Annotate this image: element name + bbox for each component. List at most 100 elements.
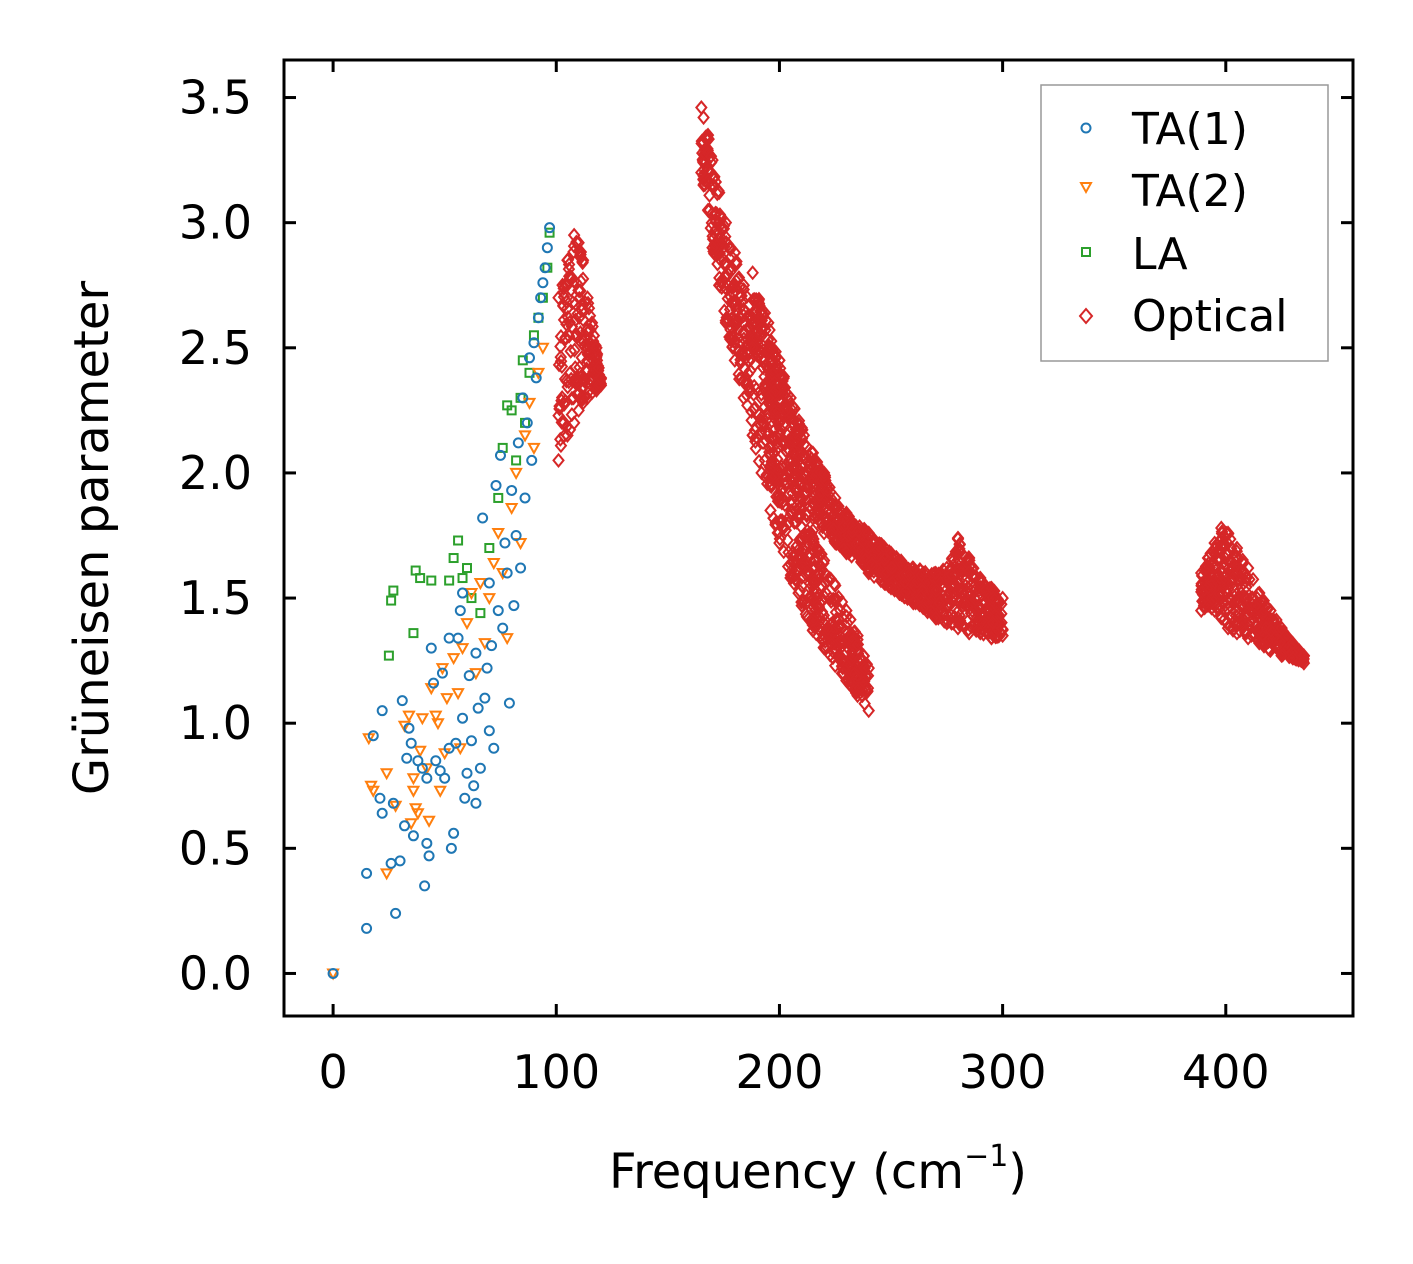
point-optical: [585, 315, 599, 331]
point-la: [462, 563, 473, 574]
point-ta1: [539, 262, 551, 274]
point-optical: [1219, 567, 1233, 583]
point-optical: [764, 333, 778, 349]
point-optical: [769, 382, 783, 398]
point-optical: [817, 552, 831, 569]
point-optical: [784, 465, 797, 481]
point-ta2: [379, 768, 394, 781]
point-optical: [907, 595, 920, 611]
point-optical: [574, 331, 588, 347]
point-optical: [721, 278, 735, 294]
point-optical: [1218, 538, 1231, 554]
point-ta1: [416, 762, 428, 774]
point-optical: [594, 377, 608, 393]
point-optical: [759, 424, 773, 440]
point-optical: [948, 576, 962, 593]
point-optical: [764, 502, 777, 519]
point-optical: [1194, 565, 1208, 581]
point-optical: [934, 566, 947, 582]
point-optical: [553, 398, 566, 414]
point-optical: [787, 444, 801, 460]
point-optical: [719, 313, 733, 329]
point-optical: [983, 601, 997, 617]
point-optical: [564, 364, 577, 381]
x-axis-label: Frequency (cm−1): [609, 1139, 1027, 1200]
legend-marker-optical: [1078, 307, 1094, 325]
point-optical: [750, 381, 763, 397]
point-optical: [810, 598, 824, 614]
point-optical: [784, 493, 797, 509]
point-optical: [1213, 586, 1226, 602]
point-optical: [778, 380, 792, 396]
point-optical: [740, 289, 754, 305]
point-optical: [849, 670, 863, 686]
point-ta2: [431, 718, 445, 731]
point-ta1: [486, 640, 498, 652]
point-optical: [773, 493, 786, 509]
point-optical: [570, 372, 584, 388]
point-optical: [940, 615, 954, 631]
point-optical: [899, 584, 912, 600]
point-ta1: [535, 292, 547, 304]
point-la: [388, 585, 399, 596]
point-optical: [554, 349, 568, 365]
point-optical: [728, 352, 742, 368]
point-optical: [759, 358, 773, 374]
point-optical: [730, 256, 743, 272]
point-ta1: [544, 222, 556, 234]
point-ta2: [388, 800, 403, 813]
point-ta1: [512, 437, 524, 449]
point-optical: [1297, 655, 1311, 671]
point-ta1: [327, 967, 339, 979]
point-la: [466, 593, 477, 604]
point-optical: [850, 667, 864, 683]
point-optical: [567, 390, 580, 406]
point-optical: [1208, 541, 1221, 557]
y-tick-label: 2.0: [179, 446, 252, 500]
point-optical: [795, 490, 809, 506]
point-la: [493, 492, 504, 503]
point-optical: [923, 597, 937, 613]
point-optical: [929, 565, 942, 581]
point-optical: [961, 613, 974, 629]
point-ta2: [527, 442, 541, 455]
point-optical: [583, 308, 597, 324]
point-optical: [561, 309, 575, 325]
legend: TA(1) TA(2) LA Optical: [1040, 84, 1329, 362]
point-optical: [587, 328, 601, 344]
point-la: [415, 573, 426, 584]
point-optical: [594, 370, 608, 386]
point-optical: [961, 584, 974, 600]
y-tick-label: 1.5: [179, 571, 252, 625]
point-ta2: [473, 578, 488, 591]
point-optical: [914, 589, 928, 605]
y-tick-label: 1.0: [179, 696, 252, 750]
point-optical: [812, 542, 825, 558]
point-optical: [773, 535, 786, 551]
point-optical: [1286, 635, 1300, 651]
point-la: [444, 575, 455, 586]
point-optical: [772, 403, 785, 419]
point-optical: [851, 688, 864, 704]
point-optical: [1230, 625, 1244, 641]
point-optical: [806, 445, 820, 461]
point-optical: [840, 505, 853, 521]
point-optical: [973, 625, 987, 641]
point-optical: [1208, 603, 1221, 619]
point-optical: [576, 395, 590, 411]
point-optical: [556, 277, 569, 293]
point-optical: [798, 484, 812, 500]
point-ta1: [461, 767, 473, 779]
point-ta1: [419, 880, 431, 892]
point-optical: [749, 343, 763, 359]
point-ta1: [367, 730, 379, 742]
point-ta1: [483, 725, 495, 737]
point-ta2: [491, 527, 505, 541]
point-la: [383, 650, 394, 661]
point-optical: [1239, 589, 1253, 606]
point-optical: [1241, 630, 1255, 646]
point-optical: [555, 393, 568, 409]
point-optical: [590, 340, 603, 356]
point-la: [426, 575, 437, 586]
point-ta1: [376, 807, 388, 819]
